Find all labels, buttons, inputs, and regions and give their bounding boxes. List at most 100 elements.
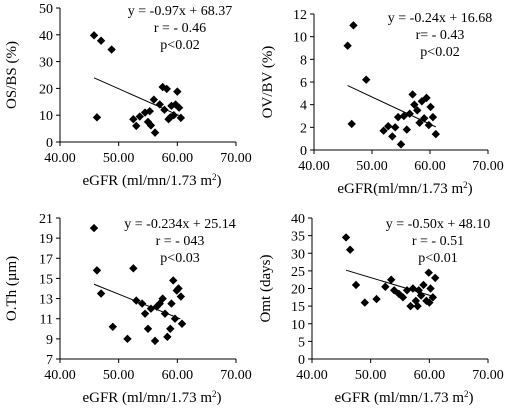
y-tick-label: 2 bbox=[300, 121, 307, 136]
data-point bbox=[426, 284, 435, 293]
data-point bbox=[143, 324, 153, 333]
data-point bbox=[413, 301, 422, 311]
data-point bbox=[155, 299, 164, 308]
y-axis-label: OV/BV (%) bbox=[260, 46, 276, 119]
data-point bbox=[431, 273, 440, 283]
x-tick-label: 70.00 bbox=[220, 368, 252, 383]
y-tick-label: 30 bbox=[291, 247, 305, 262]
y-tick-label: 0 bbox=[298, 353, 305, 368]
data-point bbox=[343, 41, 352, 50]
data-point bbox=[146, 121, 156, 130]
y-tick-label: 6 bbox=[300, 76, 307, 91]
data-point bbox=[96, 36, 106, 45]
data-point bbox=[428, 293, 438, 302]
data-point bbox=[408, 90, 417, 99]
y-tick-label: 10 bbox=[293, 31, 307, 46]
regression-annotation: r = - 0.51 bbox=[412, 234, 464, 249]
data-point bbox=[89, 223, 99, 233]
data-point bbox=[132, 121, 141, 131]
data-point bbox=[422, 93, 431, 103]
data-point bbox=[173, 87, 182, 96]
x-tick-label: 70.00 bbox=[472, 368, 504, 383]
x-tick-label: 50.00 bbox=[355, 368, 387, 383]
y-tick-label: 40 bbox=[291, 212, 305, 227]
data-point bbox=[388, 132, 397, 141]
y-tick-label: 17 bbox=[39, 252, 53, 267]
y-tick-label: 7 bbox=[46, 353, 53, 368]
y-tick-label: 20 bbox=[39, 82, 53, 97]
x-axis-label: eGFR (ml/mn/1.73 m2) bbox=[334, 389, 473, 406]
regression-annotation: y = -0.97x + 68.37 bbox=[128, 4, 232, 19]
data-point bbox=[420, 114, 429, 123]
data-point bbox=[424, 268, 433, 277]
data-point bbox=[410, 100, 419, 109]
x-tick-label: 60.00 bbox=[414, 159, 446, 174]
data-point bbox=[149, 95, 159, 104]
x-tick-label: 60.00 bbox=[162, 368, 194, 383]
data-point bbox=[177, 319, 187, 328]
data-point bbox=[415, 118, 424, 127]
data-point bbox=[428, 112, 438, 122]
scatter-panel-2: 0 2 4 6 8 10 12 40.00 50.00 60.00 70.00eGFR(ml/mn/… bbox=[260, 8, 504, 197]
y-tick-label: 19 bbox=[39, 232, 53, 247]
y-tick-label: 4 bbox=[300, 99, 307, 114]
data-point bbox=[92, 266, 102, 275]
y-tick-label: 13 bbox=[39, 293, 53, 308]
y-tick-label: 25 bbox=[291, 265, 305, 280]
data-point bbox=[145, 106, 154, 116]
data-point bbox=[360, 298, 369, 307]
data-point bbox=[426, 102, 435, 112]
y-axis-label: Omt (days) bbox=[258, 255, 274, 323]
data-point bbox=[170, 314, 180, 323]
data-point bbox=[96, 289, 106, 298]
data-point bbox=[169, 111, 179, 120]
data-point bbox=[341, 233, 351, 242]
data-point bbox=[150, 128, 160, 137]
data-point bbox=[92, 113, 102, 122]
y-tick-label: 15 bbox=[39, 272, 53, 287]
y-axis-label: O.Th (µm) bbox=[4, 256, 20, 321]
data-point bbox=[174, 103, 184, 112]
data-point bbox=[166, 113, 175, 122]
y-tick-label: 35 bbox=[291, 230, 305, 245]
scatter-panel-4: 0 5 10 15 20 25 30 35 40 40.00 50.00 60.00 70.00 eGFR… bbox=[258, 212, 504, 406]
x-axis-label: eGFR (ml/mn/1.73 m2) bbox=[82, 172, 221, 189]
y-tick-label: 10 bbox=[291, 318, 305, 333]
x-tick-label: 50.00 bbox=[103, 151, 135, 166]
regression-annotation: y = -0.24x + 16.68 bbox=[388, 11, 492, 26]
data-point bbox=[406, 301, 415, 311]
regression-annotation: p<0.02 bbox=[160, 38, 199, 53]
data-point bbox=[419, 280, 428, 290]
x-tick-label: 60.00 bbox=[414, 368, 446, 383]
y-tick-label: 30 bbox=[39, 56, 53, 71]
y-tick-label: 15 bbox=[291, 300, 305, 315]
data-point bbox=[396, 140, 406, 149]
regression-annotation: r = - 0.46 bbox=[154, 21, 206, 36]
y-tick-label: 0 bbox=[46, 136, 53, 151]
y-tick-label: 0 bbox=[300, 144, 307, 159]
data-point bbox=[347, 119, 356, 129]
data-point bbox=[160, 309, 170, 318]
data-point bbox=[135, 112, 144, 121]
x-tick-label: 40.00 bbox=[298, 159, 330, 174]
data-point bbox=[424, 120, 434, 130]
data-point bbox=[387, 275, 396, 284]
data-point bbox=[132, 296, 141, 305]
data-point bbox=[381, 282, 390, 291]
data-point bbox=[171, 100, 180, 109]
data-point bbox=[176, 292, 186, 301]
data-point bbox=[351, 280, 361, 290]
x-tick-label: 60.00 bbox=[162, 151, 194, 166]
data-point bbox=[372, 294, 381, 304]
regression-annotation: r= - 0.43 bbox=[416, 28, 465, 43]
trend-line bbox=[347, 85, 437, 128]
data-point bbox=[129, 264, 138, 273]
x-tick-label: 50.00 bbox=[356, 159, 388, 174]
data-point bbox=[345, 245, 355, 254]
data-point bbox=[163, 332, 172, 342]
data-point bbox=[379, 126, 388, 135]
data-point bbox=[158, 294, 167, 303]
trend-line bbox=[93, 77, 183, 118]
data-point bbox=[425, 298, 434, 307]
